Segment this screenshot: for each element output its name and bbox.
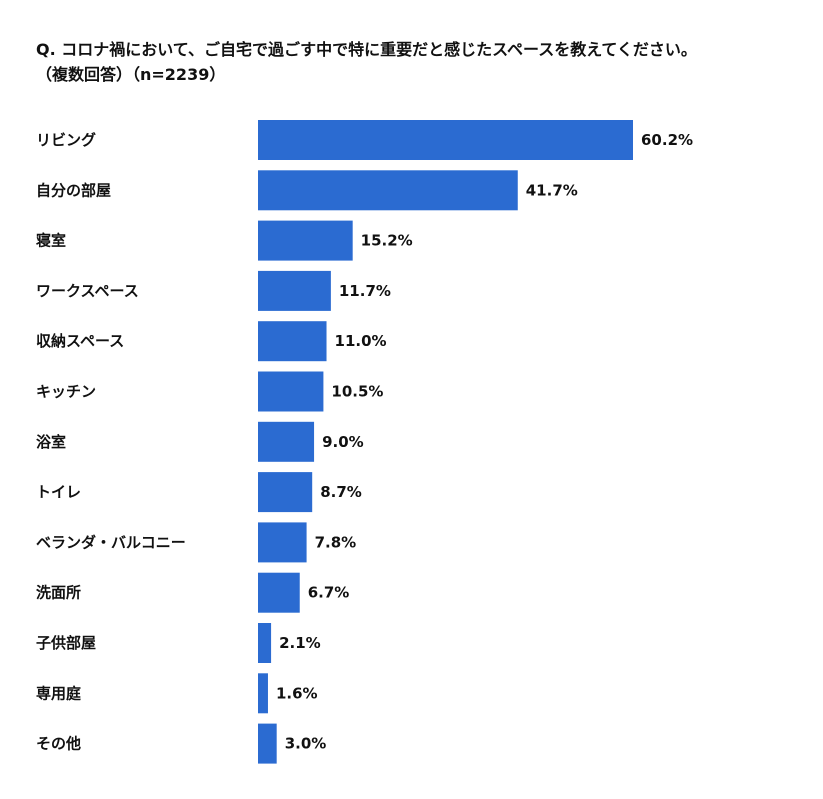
value-label: 15.2% xyxy=(361,232,413,250)
category-label: 寝室 xyxy=(36,232,66,250)
category-label: トイレ xyxy=(36,483,81,501)
category-label: 子供部屋 xyxy=(36,634,96,652)
bar xyxy=(258,421,315,462)
value-label: 60.2% xyxy=(641,131,693,149)
value-label: 11.0% xyxy=(335,332,387,350)
bar xyxy=(258,472,313,513)
chart-title-line-1: Q. コロナ禍において、ご自宅で過ごす中で特に重要だと感じたスペースを教えてくだ… xyxy=(36,40,697,59)
category-label: 浴室 xyxy=(36,433,66,451)
bar xyxy=(258,572,300,613)
category-label: 洗面所 xyxy=(36,584,81,602)
value-label: 2.1% xyxy=(279,634,321,652)
value-label: 8.7% xyxy=(320,483,362,501)
bar xyxy=(258,270,331,311)
value-label: 10.5% xyxy=(331,383,383,401)
category-label: ベランダ・バルコニー xyxy=(36,533,186,551)
value-label: 7.8% xyxy=(315,533,357,551)
bar xyxy=(258,522,307,563)
value-label: 3.0% xyxy=(285,735,327,753)
category-label: キッチン xyxy=(36,383,96,401)
bar xyxy=(258,723,277,764)
bar xyxy=(258,673,268,714)
category-label: 自分の部屋 xyxy=(36,181,111,199)
category-label: 収納スペース xyxy=(36,332,124,350)
value-label: 6.7% xyxy=(308,584,350,602)
bar xyxy=(258,321,327,362)
category-label: その他 xyxy=(36,735,81,753)
category-label: リビング xyxy=(36,131,96,149)
value-label: 11.7% xyxy=(339,282,391,300)
bar xyxy=(258,170,518,211)
value-label: 41.7% xyxy=(526,181,578,199)
bar xyxy=(258,220,353,261)
value-label: 9.0% xyxy=(322,433,364,451)
bar xyxy=(258,371,324,412)
bar xyxy=(258,120,633,160)
category-label: 専用庭 xyxy=(36,684,82,702)
value-label: 1.6% xyxy=(276,684,318,702)
category-label: ワークスペース xyxy=(36,282,139,300)
chart-title-line-2: （複数回答）（n=2239） xyxy=(36,65,226,84)
bar xyxy=(258,623,272,663)
